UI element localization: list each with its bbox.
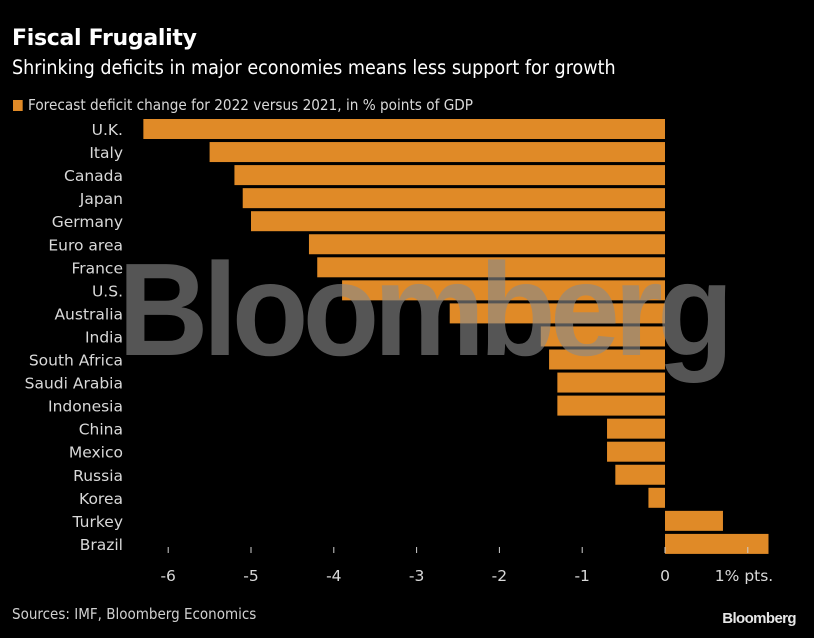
legend: Forecast deficit change for 2022 versus … (13, 96, 473, 114)
bar-turkey (665, 510, 723, 531)
chart-subtitle: Shrinking deficits in major economies me… (12, 56, 616, 79)
x-axis: -6 -5 -4 -3 -2 -1 0 1% pts. (160, 547, 773, 585)
x-tick-label: -1 (574, 567, 589, 585)
x-tick-label: -6 (160, 567, 175, 585)
bar-korea (648, 487, 665, 508)
category-label: Brazil (80, 536, 123, 554)
bar-u-s (342, 280, 665, 301)
category-label: Japan (79, 190, 123, 208)
bar-australia (449, 303, 665, 324)
category-label: Korea (79, 490, 123, 508)
bar-saudi-arabia (557, 372, 665, 393)
x-tick-label: -2 (492, 567, 507, 585)
x-tick-label: -3 (409, 567, 424, 585)
bars-group (143, 119, 769, 554)
category-label: France (71, 259, 123, 277)
category-label: U.S. (92, 282, 123, 300)
category-label: Australia (54, 305, 123, 323)
category-label: Mexico (69, 444, 123, 462)
category-label: Canada (64, 167, 123, 185)
x-tick-label: 0 (660, 567, 670, 585)
category-label: South Africa (29, 352, 123, 370)
category-label: Italy (89, 144, 123, 162)
category-label: Turkey (72, 513, 123, 531)
bar-canada (234, 165, 665, 186)
category-label: Germany (52, 213, 123, 231)
category-label: India (85, 328, 123, 346)
category-label: China (79, 421, 123, 439)
bar-germany (251, 211, 665, 232)
bar-india (540, 326, 665, 347)
bar-mexico (607, 441, 665, 462)
category-label: Euro area (48, 236, 123, 254)
x-tick-label: 1% pts. (715, 567, 773, 585)
bar-france (317, 257, 665, 278)
x-tick-label: -5 (243, 567, 258, 585)
bar-indonesia (557, 395, 665, 416)
bar-china (607, 418, 665, 439)
bar-south-africa (549, 349, 665, 370)
bar-italy (209, 142, 665, 163)
watermark: Bloomberg (118, 236, 728, 383)
bar-brazil (665, 533, 769, 554)
chart-title: Fiscal Frugality (12, 26, 197, 51)
category-label: Russia (73, 467, 123, 485)
bloomberg-logo: Bloomberg (722, 610, 796, 627)
category-label: Saudi Arabia (25, 375, 123, 393)
category-label: U.K. (92, 121, 123, 139)
bar-russia (615, 464, 665, 485)
category-label: Indonesia (48, 398, 123, 416)
bar-japan (242, 188, 665, 209)
legend-swatch (13, 100, 23, 111)
x-tick-label: -4 (326, 567, 341, 585)
legend-label: Forecast deficit change for 2022 versus … (27, 96, 474, 114)
bar-u-k (143, 119, 666, 139)
bar-euro-area (308, 234, 665, 255)
category-labels: U.K. Italy Canada Japan Germany Euro area Fran… (25, 121, 123, 554)
source-note: Sources: IMF, Bloomberg Economics (12, 605, 257, 623)
